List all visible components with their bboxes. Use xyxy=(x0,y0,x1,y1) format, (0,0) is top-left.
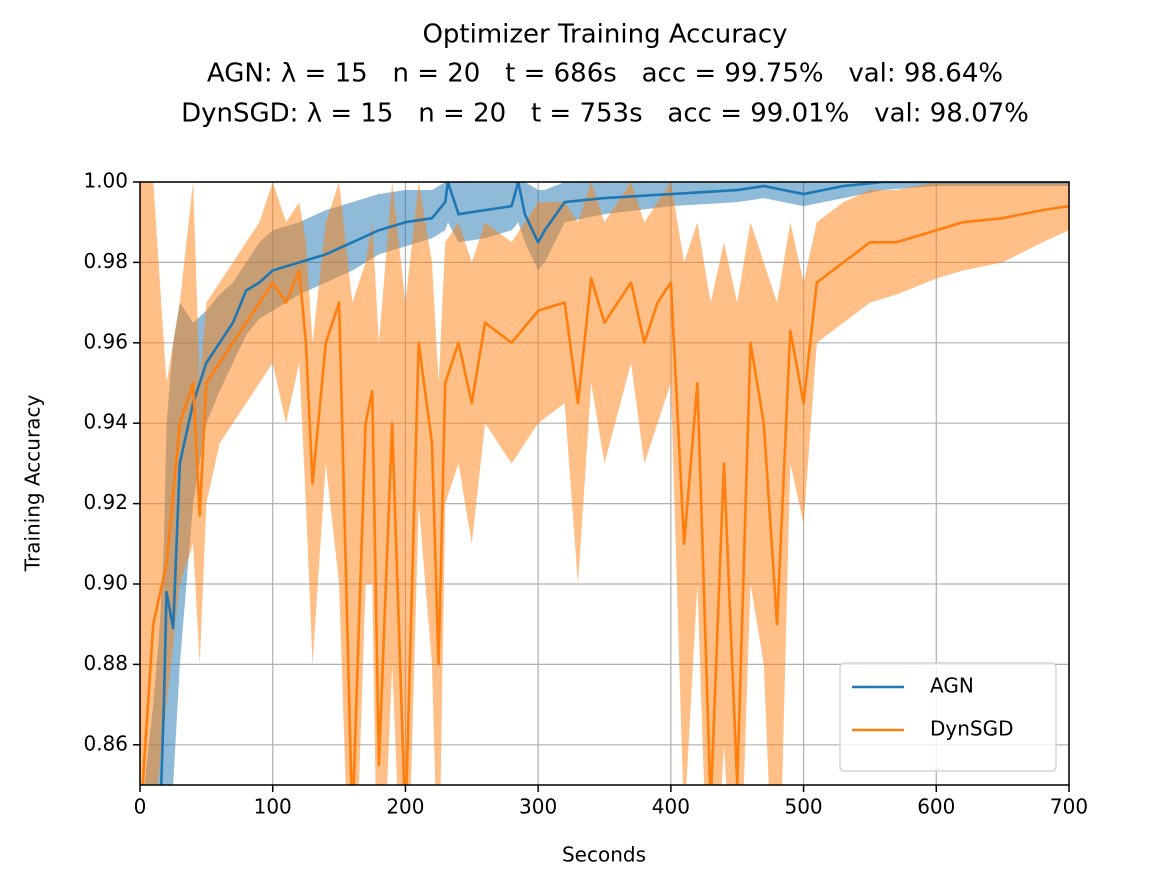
x-tick-label: 700 xyxy=(1050,795,1088,819)
x-tick-label: 600 xyxy=(917,795,955,819)
confidence-band xyxy=(140,182,1069,785)
series-line xyxy=(141,204,1069,785)
legend-box xyxy=(839,662,1057,772)
y-tick-label: 0.98 xyxy=(83,249,128,273)
x-tick-label: 0 xyxy=(134,795,147,819)
chart-subtitle: AGN: λ = 15 n = 20 t = 686s acc = 99.75%… xyxy=(207,59,1003,89)
y-tick-label: 0.86 xyxy=(83,731,128,755)
x-tick-label: 500 xyxy=(784,795,822,819)
y-tick-label: 1.00 xyxy=(83,169,128,193)
chart-subtitle: DynSGD: λ = 15 n = 20 t = 753s acc = 99.… xyxy=(181,99,1029,129)
chart-title: Optimizer Training Accuracy xyxy=(422,20,787,50)
y-tick-label: 0.88 xyxy=(83,651,128,675)
legend-label: DynSGD xyxy=(930,717,1014,741)
plot-area xyxy=(140,182,1069,785)
x-tick-label: 300 xyxy=(519,795,557,819)
y-tick-label: 0.90 xyxy=(83,571,128,595)
y-tick-label: 0.94 xyxy=(83,410,128,434)
x-tick-label: 100 xyxy=(254,795,292,819)
legend-label: AGN xyxy=(930,674,974,698)
x-axis-label: Seconds xyxy=(562,843,646,867)
x-tick-label: 200 xyxy=(386,795,424,819)
y-axis-label: Training Accuracy xyxy=(21,395,45,573)
x-tick-label: 400 xyxy=(652,795,690,819)
y-tick-label: 0.96 xyxy=(83,329,128,353)
y-tick-label: 0.92 xyxy=(83,490,128,514)
series-line xyxy=(159,182,1069,785)
legend: AGN DynSGD xyxy=(839,662,1057,772)
axes-frame xyxy=(139,181,1070,786)
ticks: 0 100 200 300 400 500 600 700 0.86 0.88 0.90 0.92 0.… xyxy=(83,169,1088,819)
